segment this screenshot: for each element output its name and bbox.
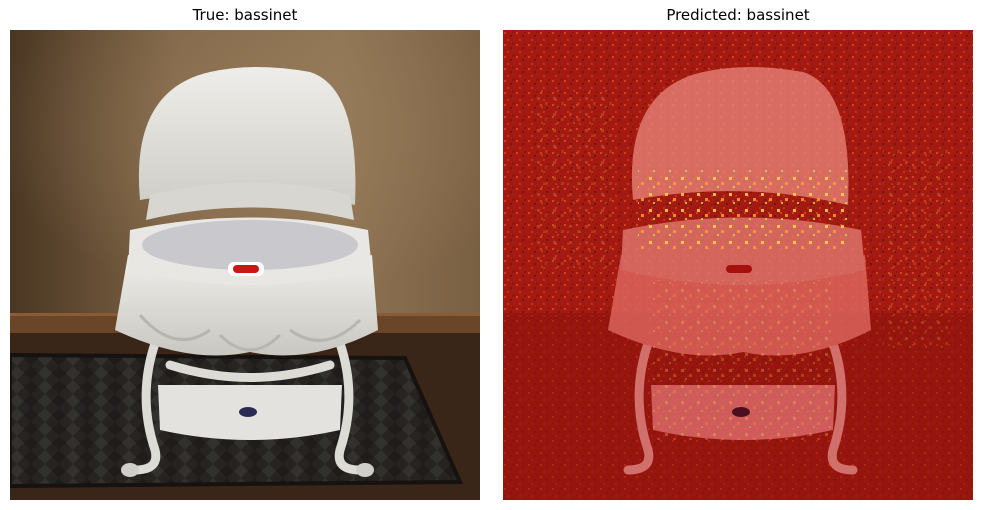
predicted-label-panel: Predicted: bassinet: [503, 0, 973, 510]
true-label-panel: True: bassinet: [10, 0, 480, 510]
bassinet-photo: [10, 30, 480, 500]
predicted-label-title: Predicted: bassinet: [666, 6, 810, 24]
true-label-title: True: bassinet: [192, 6, 298, 24]
saliency-overlay-image: [503, 30, 973, 500]
